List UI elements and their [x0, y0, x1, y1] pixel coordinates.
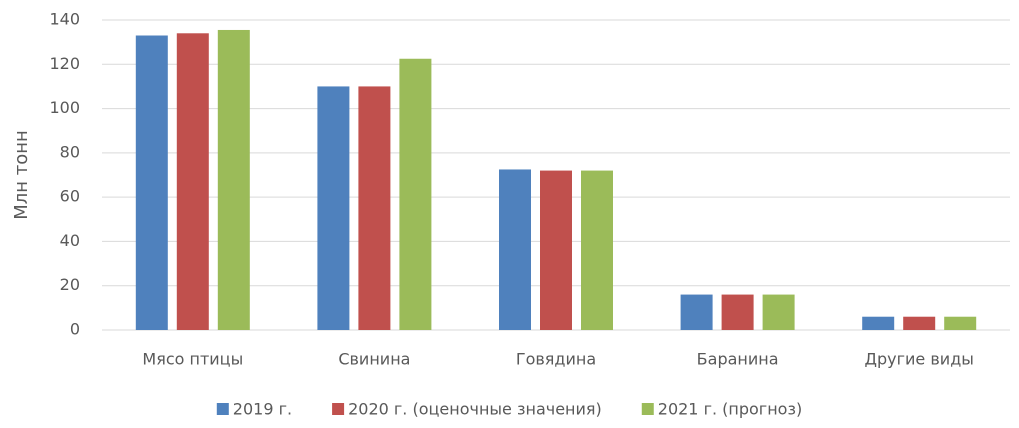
- x-tick-label: Мясо птицы: [142, 350, 243, 369]
- bar: [581, 170, 613, 330]
- legend-swatch: [216, 403, 229, 415]
- bar: [399, 58, 432, 330]
- bar: [903, 316, 936, 330]
- bar: [358, 86, 391, 330]
- legend-swatch: [641, 403, 654, 415]
- y-tick-label: 40: [60, 231, 80, 250]
- y-tick-label: 0: [70, 320, 80, 339]
- bar: [499, 169, 531, 330]
- x-tick-label: Баранина: [697, 350, 779, 369]
- y-tick-label: 100: [49, 98, 80, 117]
- x-tick-label: Говядина: [516, 350, 596, 369]
- bar: [317, 86, 350, 330]
- bar: [944, 316, 977, 330]
- y-tick-label: 140: [49, 10, 80, 29]
- legend-swatch: [332, 403, 345, 415]
- y-tick-label: 80: [60, 142, 80, 161]
- y-tick-label: 60: [60, 187, 80, 206]
- legend-label: 2019 г.: [233, 400, 292, 419]
- bar: [721, 294, 754, 330]
- bar: [862, 316, 895, 330]
- legend-label: 2020 г. (оценочные значения): [348, 400, 602, 419]
- legend-label: 2021 г. (прогноз): [658, 400, 802, 419]
- bar: [135, 35, 168, 330]
- y-axis-label: Млн тонн: [11, 130, 32, 220]
- bar: [217, 29, 250, 330]
- bar: [762, 294, 795, 330]
- y-tick-label: 20: [60, 275, 80, 294]
- x-tick-label: Другие виды: [865, 350, 974, 369]
- bar: [680, 294, 713, 330]
- bar: [176, 33, 209, 331]
- x-tick-label: Свинина: [338, 350, 410, 369]
- y-tick-label: 120: [49, 54, 80, 73]
- bar: [540, 170, 572, 330]
